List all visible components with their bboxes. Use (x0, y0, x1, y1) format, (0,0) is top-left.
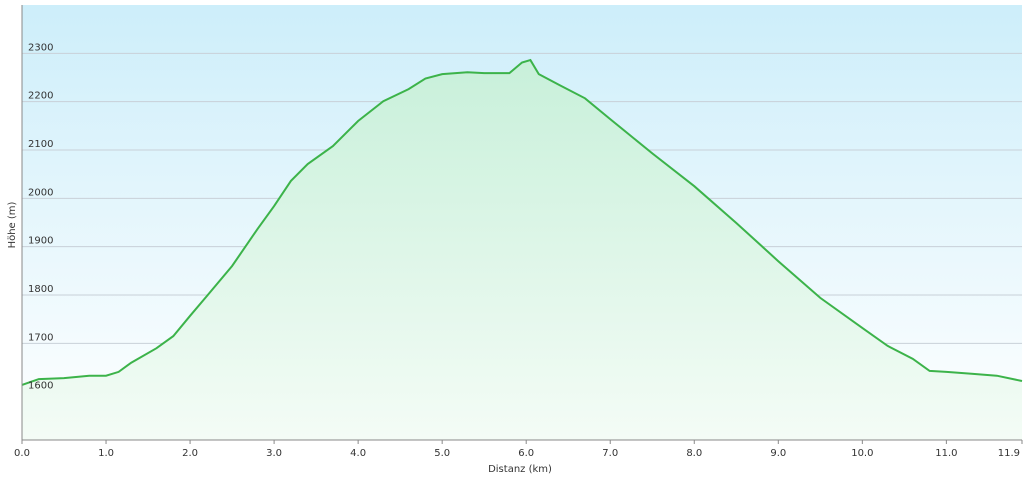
x-tick-label: 11.0 (935, 448, 957, 459)
x-tick-label: 2.0 (182, 448, 198, 459)
x-tick-label: 9.0 (770, 448, 786, 459)
y-axis-label: Höhe (m) (7, 201, 18, 248)
y-tick-label: 2000 (28, 187, 53, 198)
y-tick-label: 1900 (28, 236, 53, 247)
x-tick-label: 8.0 (686, 448, 702, 459)
y-tick-label: 1800 (28, 284, 53, 295)
x-tick-label: 6.0 (518, 448, 534, 459)
x-tick-label: 7.0 (602, 448, 618, 459)
x-tick-label: 4.0 (350, 448, 366, 459)
x-axis-label: Distanz (km) (488, 464, 552, 475)
area-fill (22, 60, 1022, 440)
x-tick-label: 10.0 (851, 448, 873, 459)
x-tick-label: 1.0 (98, 448, 114, 459)
x-tick-label: 5.0 (434, 448, 450, 459)
elevation-line (21, 58, 1023, 386)
x-tick-label: 0.0 (14, 448, 30, 459)
y-tick-label: 2300 (28, 42, 53, 53)
x-tick-label: 3.0 (266, 448, 282, 459)
y-tick-label: 2100 (28, 139, 53, 150)
x-tick-label: 11.9 (998, 448, 1020, 459)
y-tick-label: 1600 (28, 381, 53, 392)
y-tick-label: 2200 (28, 91, 53, 102)
y-tick-label: 1700 (28, 332, 53, 343)
